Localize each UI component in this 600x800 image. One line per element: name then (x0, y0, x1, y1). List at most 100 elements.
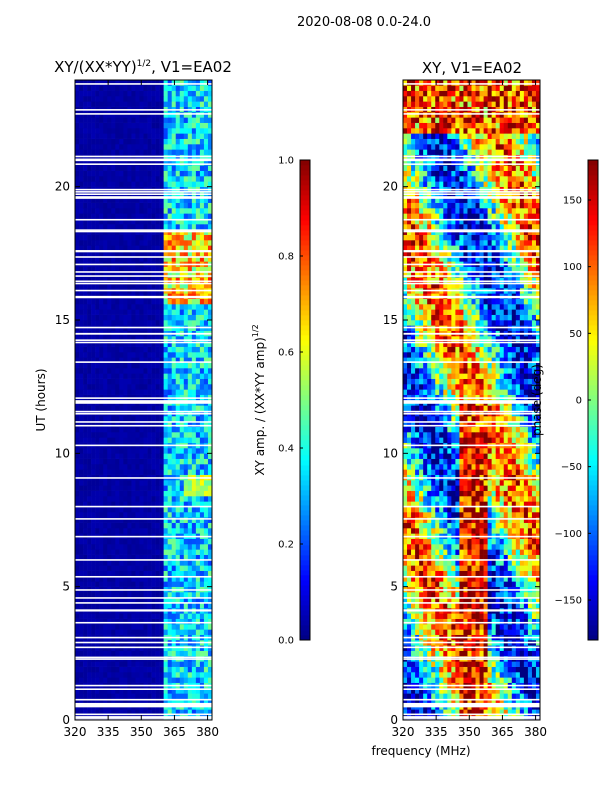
heatmap-cell (107, 549, 112, 555)
heatmap-cell (199, 272, 205, 278)
heatmap-cell (183, 314, 189, 321)
heatmap-cell (91, 576, 96, 582)
heatmap-cell (115, 202, 120, 209)
heatmap-cell (167, 298, 173, 305)
heatmap-cell (83, 506, 88, 513)
heatmap-cell (175, 469, 181, 475)
heatmap-cell (111, 213, 116, 219)
heatmap-cell (511, 688, 517, 694)
heatmap-cell (147, 378, 152, 385)
heatmap-cell (99, 144, 104, 150)
heatmap-cell (175, 597, 181, 603)
heatmap-cell (151, 506, 156, 513)
colorbar-segment (300, 160, 310, 166)
heatmap-cell (527, 672, 533, 678)
heatmap-cell (95, 250, 100, 257)
heatmap-cell (83, 170, 88, 177)
heatmap-cell (163, 650, 168, 657)
heatmap-cell (99, 528, 104, 534)
heatmap-cell (467, 661, 472, 667)
heatmap-cell (95, 624, 100, 630)
heatmap-cell (135, 165, 140, 171)
heatmap-cell (131, 618, 136, 625)
heatmap-cell (155, 613, 160, 619)
heatmap-cell (187, 378, 193, 385)
heatmap-cell (83, 357, 88, 363)
heatmap-cell (195, 85, 201, 91)
heatmap-cell (87, 304, 92, 310)
heatmap-cell (151, 426, 156, 433)
heatmap-cell (183, 176, 189, 182)
heatmap-cell (207, 362, 213, 369)
heatmap-cell (159, 117, 164, 123)
heatmap-cell (491, 661, 496, 667)
heatmap-cell (115, 272, 120, 278)
heatmap-cell (91, 693, 96, 699)
heatmap-cell (111, 496, 116, 502)
heatmap-cell (163, 341, 168, 347)
heatmap-cell (143, 277, 148, 283)
heatmap-cell (75, 688, 80, 694)
heatmap-cell (135, 496, 140, 502)
heatmap-cell (195, 570, 201, 577)
heatmap-cell (199, 160, 205, 166)
heatmap-cell (79, 458, 84, 465)
heatmap-cell (119, 650, 124, 657)
heatmap-cell (179, 522, 185, 529)
heatmap-cell (135, 133, 140, 139)
heatmap-cell (403, 618, 408, 625)
heatmap-cell (459, 698, 464, 705)
colorbar-segment (300, 400, 310, 406)
heatmap-cell (119, 298, 124, 305)
heatmap-cell (111, 490, 116, 497)
heatmap-cell (419, 624, 424, 630)
heatmap-cell (75, 112, 80, 118)
heatmap-cell (207, 160, 213, 166)
heatmap-cell (103, 581, 108, 587)
heatmap-cell (207, 565, 213, 571)
heatmap-cell (159, 277, 164, 283)
heatmap-cell (207, 506, 213, 513)
heatmap-cell (83, 80, 88, 86)
heatmap-cell (79, 485, 84, 491)
heatmap-cell (83, 218, 88, 225)
heatmap-cell (115, 357, 120, 363)
heatmap-cell (79, 117, 84, 123)
heatmap-cell (151, 565, 156, 571)
heatmap-cell (155, 581, 160, 587)
heatmap-cell (207, 352, 213, 358)
heatmap-cell (123, 90, 128, 97)
heatmap-cell (431, 618, 436, 625)
heatmap-cell (155, 432, 160, 438)
heatmap-cell (155, 117, 160, 123)
heatmap-cell (183, 485, 189, 491)
heatmap-cell (119, 378, 124, 385)
heatmap-cell (127, 522, 132, 529)
heatmap-cell (207, 133, 213, 139)
heatmap-cell (163, 266, 168, 273)
heatmap-cell (191, 650, 197, 657)
heatmap-cell (123, 618, 128, 625)
heatmap-cell (431, 672, 436, 678)
heatmap-cell (503, 650, 509, 657)
heatmap-cell (163, 138, 168, 145)
heatmap-cell (483, 613, 488, 619)
heatmap-cell (163, 352, 168, 358)
heatmap-cell (115, 85, 120, 91)
heatmap-cell (203, 346, 209, 353)
heatmap-cell (87, 453, 92, 459)
heatmap-cell (119, 144, 124, 150)
heatmap-cell (183, 453, 189, 459)
heatmap-cell (163, 554, 168, 561)
heatmap-cell (155, 437, 160, 443)
heatmap-cell (75, 80, 80, 86)
heatmap-cell (183, 117, 189, 123)
heatmap-cell (183, 672, 189, 678)
heatmap-cell (207, 538, 213, 545)
heatmap-cell (131, 416, 136, 422)
heatmap-cell (127, 336, 132, 342)
heatmap-cell (95, 181, 100, 187)
heatmap-cell (191, 677, 197, 683)
heatmap-cell (183, 522, 189, 529)
heatmap-cell (167, 213, 173, 219)
